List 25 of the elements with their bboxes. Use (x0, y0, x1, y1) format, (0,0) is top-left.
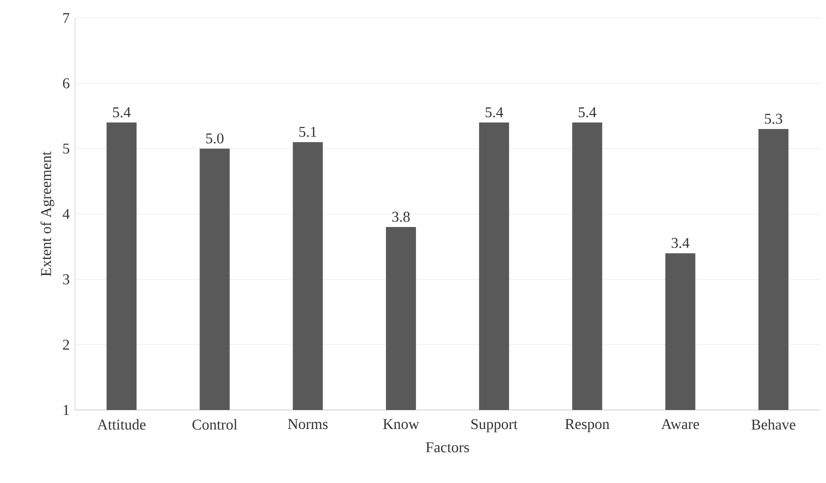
x-tick-label: Support (471, 419, 518, 432)
x-tick-label: Norms (288, 419, 328, 430)
x-tick-label: Behave (751, 419, 796, 430)
x-tick-label: Know (383, 419, 420, 430)
y-tick-label: 5 (63, 144, 70, 154)
y-tick-label: 7 (63, 13, 70, 23)
data-label: 3.4 (672, 238, 690, 248)
y-tick-label: 2 (63, 340, 69, 350)
data-label: 5.4 (113, 107, 131, 118)
data-label: 5.4 (578, 107, 596, 118)
data-label: 5.1 (299, 126, 316, 137)
data-label: 3.8 (392, 212, 410, 222)
y-tick-label: 4 (62, 209, 70, 219)
x-tick-label: Control (192, 419, 238, 430)
x-tick-label: Aware (661, 419, 700, 430)
y-tick-label: 1 (64, 405, 69, 415)
x-tick-label: Respon (565, 419, 610, 432)
y-tick-label: 3 (63, 274, 70, 284)
data-label: 5.4 (486, 107, 504, 118)
x-tick-label: Attitude (97, 419, 146, 430)
x-axis-title: Factors (426, 442, 469, 452)
data-label: 5.3 (764, 114, 782, 124)
data-label: 5.0 (206, 133, 224, 144)
y-tick-label: 6 (63, 78, 70, 88)
y-axis-title: Extent of Agreement (40, 151, 54, 276)
